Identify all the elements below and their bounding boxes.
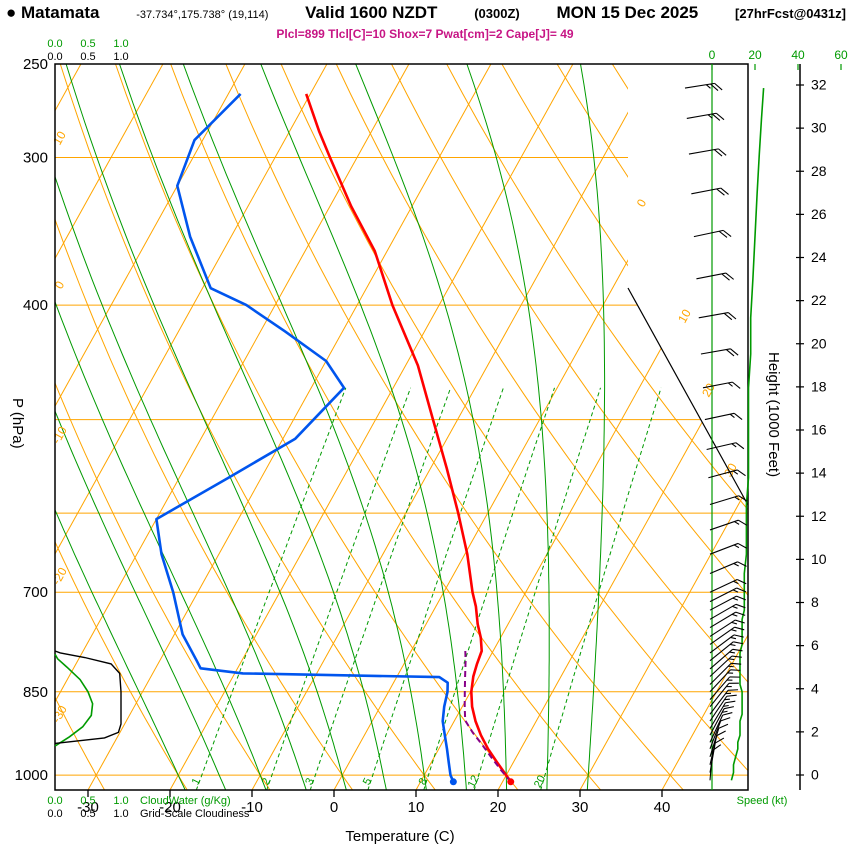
svg-text:20: 20 xyxy=(699,381,718,400)
cloudiness-curve xyxy=(54,650,122,745)
parcel-curve xyxy=(463,650,512,783)
svg-text:6: 6 xyxy=(811,637,819,653)
svg-text:0.5: 0.5 xyxy=(80,38,95,50)
svg-text:32: 32 xyxy=(811,77,827,93)
wind-speed-curve xyxy=(730,88,765,781)
svg-text:3: 3 xyxy=(303,776,316,787)
svg-text:14: 14 xyxy=(811,465,827,481)
svg-text:4: 4 xyxy=(811,680,819,696)
svg-text:22: 22 xyxy=(811,292,827,308)
surface-temp-dot xyxy=(507,778,515,786)
svg-text:26: 26 xyxy=(811,206,827,222)
svg-text:0.5: 0.5 xyxy=(80,795,95,807)
svg-text:Grid-Scale Cloudiness: Grid-Scale Cloudiness xyxy=(140,808,250,820)
valid-date: MON 15 Dec 2025 xyxy=(556,3,699,22)
svg-text:20: 20 xyxy=(748,48,762,62)
svg-text:1.0: 1.0 xyxy=(113,795,128,807)
svg-text:5: 5 xyxy=(361,776,374,787)
svg-text:24: 24 xyxy=(811,249,827,265)
svg-text:0: 0 xyxy=(330,799,338,816)
pressure-axis-label: P (hPa) xyxy=(9,398,26,449)
title-bar: ● Matamata -37.734°,175.738° (19,114) Va… xyxy=(6,3,846,23)
svg-text:0.5: 0.5 xyxy=(80,51,95,63)
svg-text:0.5: 0.5 xyxy=(80,808,95,820)
svg-text:-30: -30 xyxy=(77,799,99,816)
svg-text:400: 400 xyxy=(23,297,48,314)
frame-cut-line xyxy=(627,287,749,506)
svg-text:0.0: 0.0 xyxy=(47,808,62,820)
svg-text:10: 10 xyxy=(811,551,827,567)
cloudwater-curve xyxy=(54,653,94,747)
svg-text:8: 8 xyxy=(811,594,819,610)
svg-text:0: 0 xyxy=(634,196,650,209)
svg-text:16: 16 xyxy=(811,422,827,438)
svg-text:-30: -30 xyxy=(49,703,70,725)
params-line: Plcl=899 Tlcl[C]=10 Shox=7 Pwat[cm]=2 Ca… xyxy=(276,27,574,41)
temperature-curve xyxy=(304,93,512,783)
station-bullet: ● xyxy=(6,3,17,22)
svg-text:-10: -10 xyxy=(49,424,70,446)
svg-text:28: 28 xyxy=(811,163,827,179)
svg-text:1000: 1000 xyxy=(15,767,48,784)
wind-barbs xyxy=(684,82,748,781)
svg-text:18: 18 xyxy=(811,378,827,394)
svg-text:30: 30 xyxy=(572,799,589,816)
svg-text:-20: -20 xyxy=(159,799,181,816)
svg-text:20: 20 xyxy=(532,773,548,789)
svg-text:1: 1 xyxy=(190,776,203,787)
station-title: ● Matamata xyxy=(6,3,99,23)
svg-text:0: 0 xyxy=(709,48,716,62)
svg-text:20: 20 xyxy=(811,335,827,351)
svg-text:0: 0 xyxy=(52,278,68,291)
svg-text:30: 30 xyxy=(811,120,827,136)
svg-text:10: 10 xyxy=(675,307,694,326)
svg-text:1.0: 1.0 xyxy=(113,51,128,63)
svg-text:300: 300 xyxy=(23,150,48,167)
svg-text:250: 250 xyxy=(23,56,48,73)
svg-text:60: 60 xyxy=(834,48,848,62)
valid-zulu: (0300Z) xyxy=(474,6,520,21)
svg-text:0.0: 0.0 xyxy=(47,38,62,50)
svg-text:0.0: 0.0 xyxy=(47,795,62,807)
svg-text:Speed (kt): Speed (kt) xyxy=(737,795,788,807)
svg-text:40: 40 xyxy=(654,799,671,816)
svg-text:-10: -10 xyxy=(241,799,263,816)
svg-text:0.0: 0.0 xyxy=(47,51,62,63)
svg-text:1.0: 1.0 xyxy=(113,808,128,820)
svg-text:1.0: 1.0 xyxy=(113,38,128,50)
svg-text:40: 40 xyxy=(791,48,805,62)
forecast-tag: [27hrFcst@0431z] xyxy=(735,6,846,21)
valid-time: Valid 1600 NZDT xyxy=(305,3,438,22)
svg-text:0: 0 xyxy=(811,767,819,783)
station-coords: -37.734°,175.738° (19,114) xyxy=(136,9,269,21)
svg-text:2: 2 xyxy=(811,723,819,739)
dewpoint-curve xyxy=(155,92,455,783)
height-axis-label: Height (1000 Feet) xyxy=(765,352,782,478)
svg-text:20: 20 xyxy=(490,799,507,816)
svg-text:12: 12 xyxy=(811,508,827,524)
background-lines xyxy=(55,64,748,790)
surface-dewpoint-dot xyxy=(449,778,457,786)
svg-text:10: 10 xyxy=(50,129,69,148)
svg-text:Temperature (C): Temperature (C) xyxy=(345,828,454,845)
station-name: Matamata xyxy=(21,3,100,22)
svg-text:12: 12 xyxy=(466,773,482,789)
svg-text:8: 8 xyxy=(417,776,430,787)
svg-text:CloudWater (g/Kg): CloudWater (g/Kg) xyxy=(140,795,231,807)
svg-text:2: 2 xyxy=(260,776,273,787)
svg-text:850: 850 xyxy=(23,684,48,701)
svg-text:10: 10 xyxy=(408,799,425,816)
svg-text:700: 700 xyxy=(23,584,48,601)
